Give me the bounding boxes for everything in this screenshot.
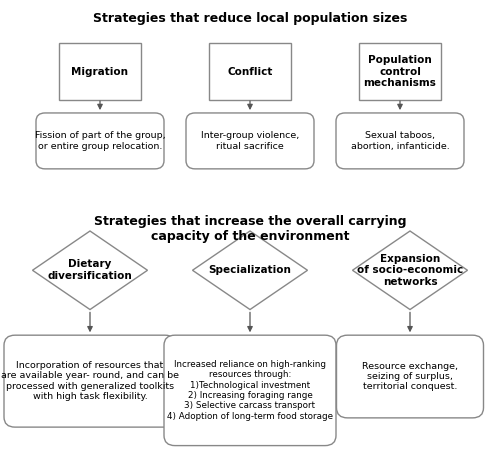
Polygon shape	[192, 231, 308, 310]
Text: Inter-group violence,
ritual sacrifice: Inter-group violence, ritual sacrifice	[201, 131, 299, 151]
Polygon shape	[32, 231, 148, 310]
FancyBboxPatch shape	[59, 43, 142, 101]
Polygon shape	[352, 231, 468, 310]
Text: Expansion
of socio-economic
networks: Expansion of socio-economic networks	[357, 254, 463, 287]
Text: Population
control
mechanisms: Population control mechanisms	[364, 55, 436, 88]
FancyBboxPatch shape	[336, 335, 484, 418]
FancyBboxPatch shape	[359, 43, 442, 101]
FancyBboxPatch shape	[36, 113, 164, 169]
Text: Specialization: Specialization	[208, 265, 292, 275]
Text: Dietary
diversification: Dietary diversification	[48, 260, 132, 281]
Text: Conflict: Conflict	[228, 67, 272, 77]
FancyBboxPatch shape	[336, 113, 464, 169]
Text: Migration: Migration	[72, 67, 128, 77]
FancyBboxPatch shape	[4, 335, 176, 427]
Text: Strategies that reduce local population sizes: Strategies that reduce local population …	[93, 12, 407, 24]
Text: Sexual taboos,
abortion, infanticide.: Sexual taboos, abortion, infanticide.	[350, 131, 450, 151]
Text: Incorporation of resources that
are available year- round, and can be
processed : Incorporation of resources that are avai…	[1, 361, 179, 401]
FancyBboxPatch shape	[186, 113, 314, 169]
Text: Increased reliance on high-ranking
resources through:
1)Technological investment: Increased reliance on high-ranking resou…	[167, 360, 333, 421]
Text: Resource exchange,
seizing of surplus,
territorial conquest.: Resource exchange, seizing of surplus, t…	[362, 362, 458, 391]
FancyBboxPatch shape	[209, 43, 291, 101]
FancyBboxPatch shape	[164, 335, 336, 445]
Text: Fission of part of the group,
or entire group relocation.: Fission of part of the group, or entire …	[34, 131, 166, 151]
Text: Strategies that increase the overall carrying
capacity of the environment: Strategies that increase the overall car…	[94, 215, 406, 243]
